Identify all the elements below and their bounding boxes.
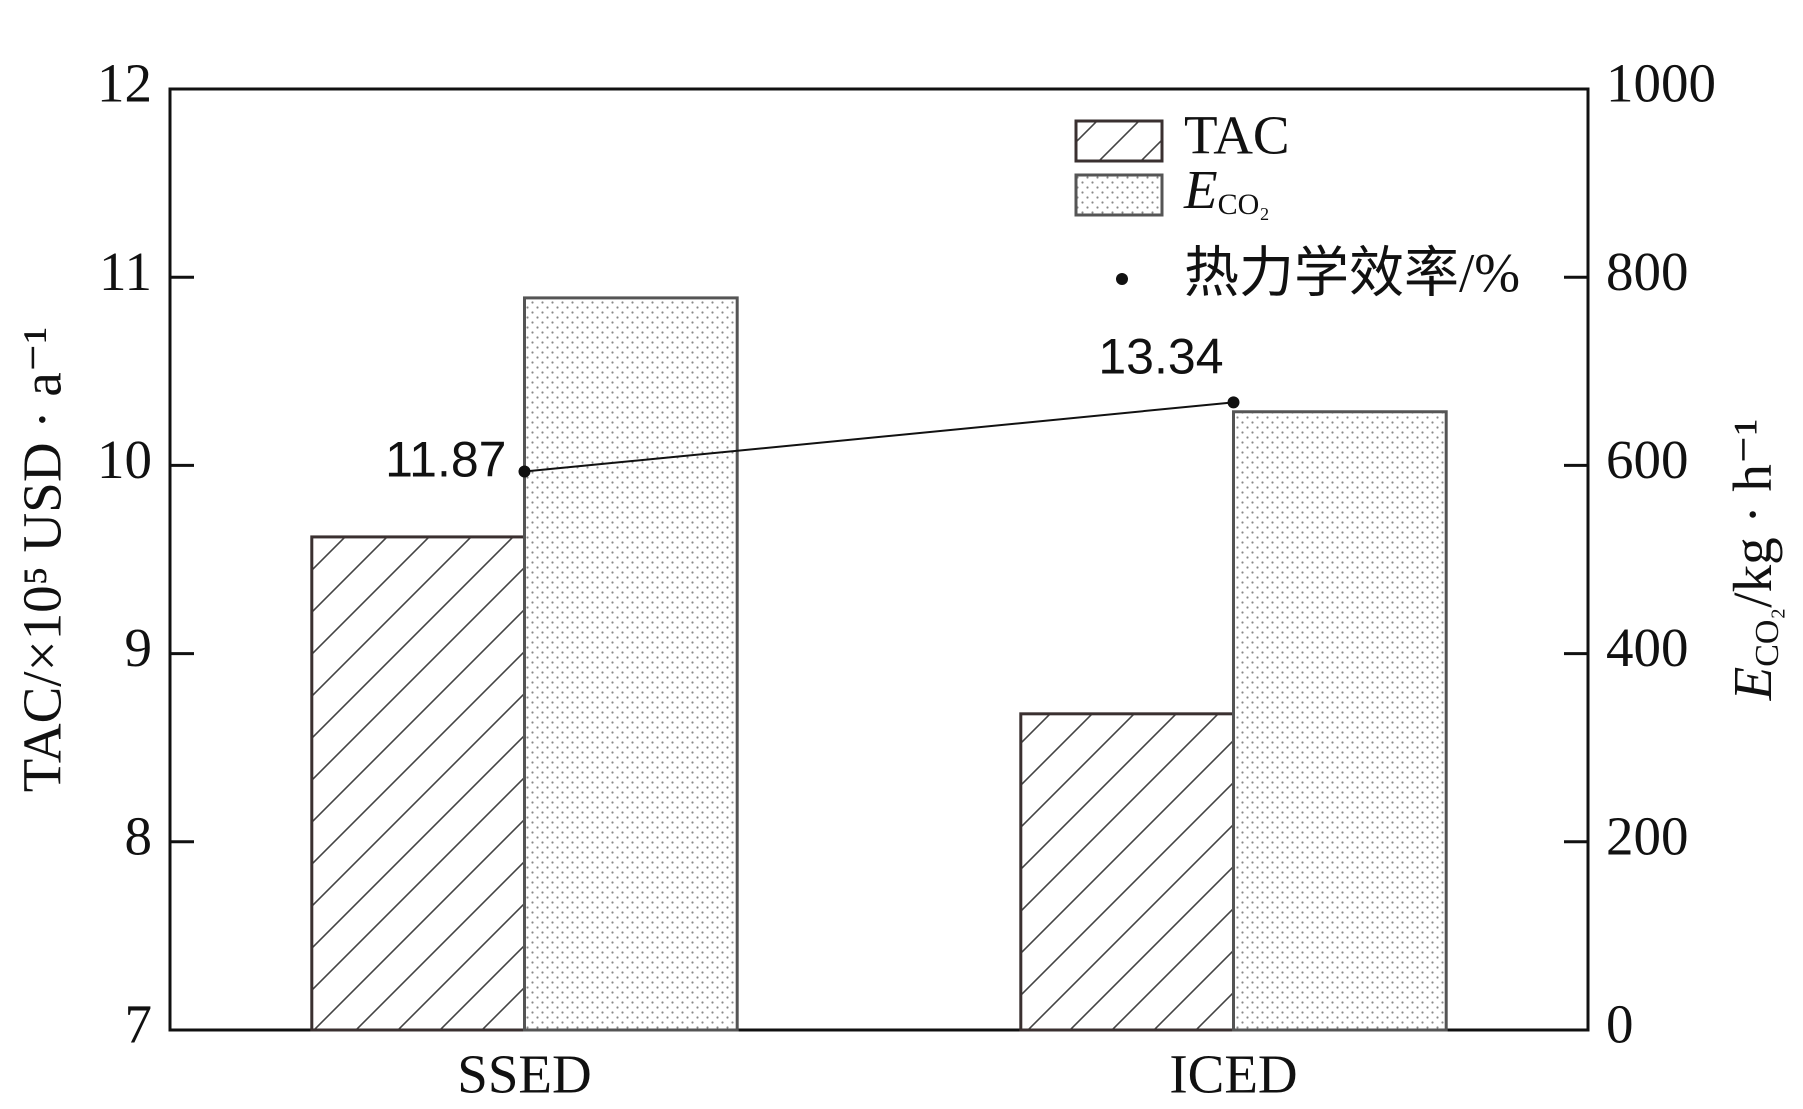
- legend-swatch: [1074, 119, 1164, 163]
- bar: [1232, 410, 1448, 1032]
- legend-marker: [1116, 273, 1128, 285]
- value-label: 11.87: [385, 432, 506, 488]
- y2-tick-label: 200: [1606, 805, 1689, 866]
- y2-tick-label: 1000: [1606, 53, 1716, 114]
- bar: [310, 535, 526, 1032]
- point: [1227, 396, 1240, 409]
- y-tick-label: 8: [125, 805, 153, 866]
- y2-tick-label: 400: [1606, 617, 1689, 678]
- bar: [523, 296, 739, 1032]
- x-tick-label: SSED: [457, 1044, 592, 1105]
- y2-tick-label: 0: [1606, 994, 1634, 1055]
- y2-tick-label: 600: [1606, 429, 1689, 490]
- bar: [1019, 712, 1235, 1032]
- value-label: 13.34: [1098, 329, 1223, 385]
- y-tick-label: 9: [125, 617, 153, 678]
- y-tick-label: 11: [99, 241, 152, 302]
- legend-swatch: [1074, 173, 1164, 217]
- legend-label: TAC: [1184, 105, 1290, 166]
- x-tick-label: ICED: [1169, 1044, 1297, 1105]
- y-tick-label: 12: [97, 53, 152, 114]
- y-tick-label: 7: [125, 994, 153, 1055]
- y-axis-label: TAC/×10⁵ USD · a⁻¹: [12, 327, 73, 793]
- plot-frame: [168, 87, 1590, 1032]
- legend-label: ECO₂: [1183, 159, 1270, 221]
- line: [524, 401, 1234, 473]
- y2-axis-label: ECO₂/kg · h⁻¹: [1722, 419, 1786, 702]
- point: [518, 465, 531, 478]
- y2-tick-label: 800: [1606, 241, 1689, 302]
- legend-label: 热力学效率/%: [1184, 243, 1520, 304]
- y-tick-label: 10: [97, 429, 152, 490]
